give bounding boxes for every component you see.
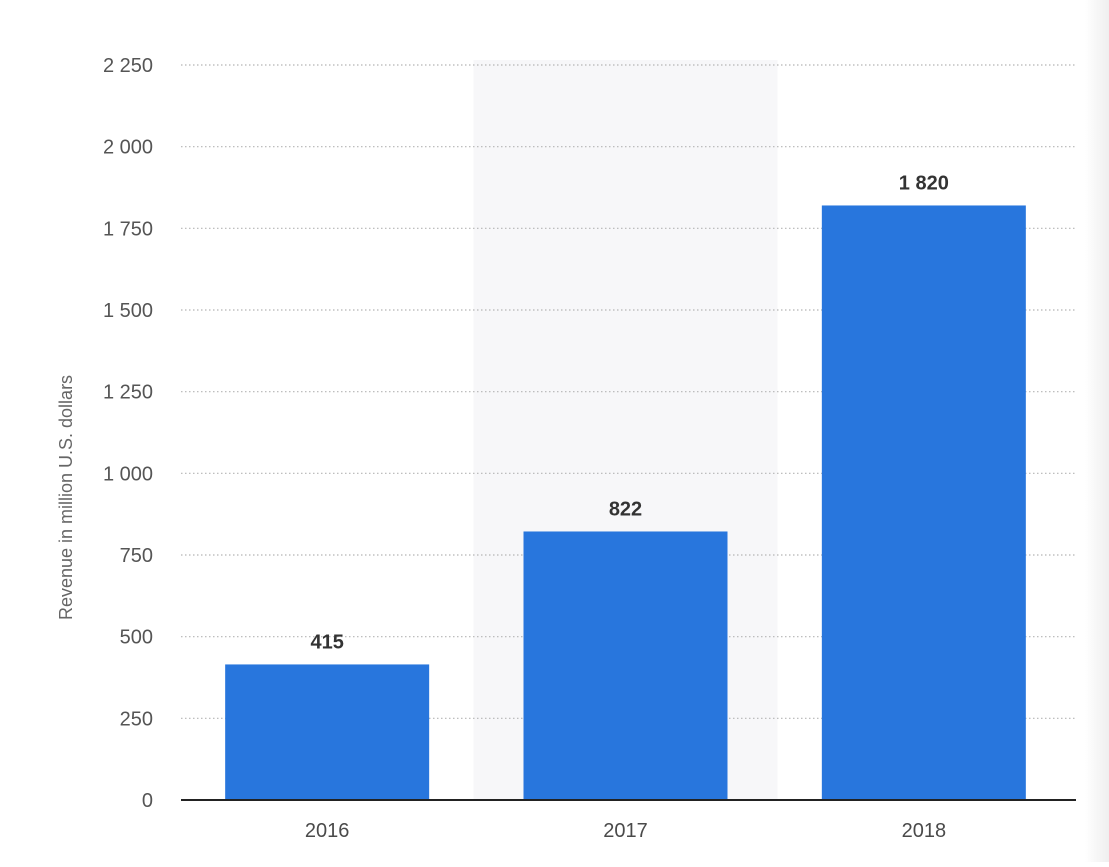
y-tick-label: 1 000 <box>103 463 153 485</box>
y-tick-label: 2 250 <box>103 55 153 77</box>
y-tick-label: 1 500 <box>103 300 153 322</box>
data-label-2017: 822 <box>609 498 642 520</box>
y-tick-label: 2 000 <box>103 137 153 159</box>
y-tick-label: 250 <box>120 708 153 730</box>
data-labels: 415 822 1 820 <box>310 172 948 653</box>
y-tick-label: 1 750 <box>103 218 153 240</box>
y-tick-label: 750 <box>120 545 153 567</box>
data-label-2018: 1 820 <box>899 172 949 194</box>
y-axis-ticks: 0 250 500 750 1 000 1 250 1 500 1 750 2 000 2 250 <box>103 55 153 812</box>
bar-2016[interactable] <box>225 664 430 800</box>
bar-2018[interactable] <box>821 205 1026 800</box>
x-axis-ticks: 2016 2017 2018 <box>305 820 946 842</box>
x-tick-label-2016: 2016 <box>305 820 350 842</box>
x-tick-label-2018: 2018 <box>902 820 947 842</box>
y-axis-title: Revenue in million U.S. dollars <box>56 375 76 620</box>
y-tick-label: 1 250 <box>103 382 153 404</box>
scroll-edge-shade <box>1085 0 1109 862</box>
y-tick-label: 0 <box>142 790 153 812</box>
data-label-2016: 415 <box>310 631 343 653</box>
y-tick-label: 500 <box>120 627 153 649</box>
bars <box>225 205 1026 800</box>
bar-2017[interactable] <box>523 531 728 800</box>
x-tick-label-2017: 2017 <box>603 820 648 842</box>
